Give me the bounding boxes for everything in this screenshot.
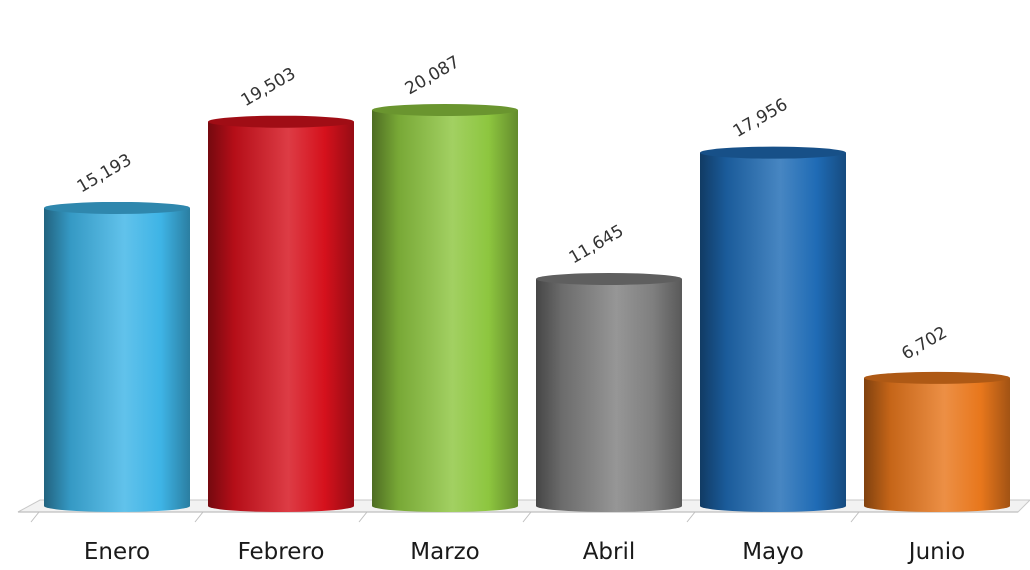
x-tick-label: Mayo (742, 539, 804, 565)
value-label: 19,503 (238, 64, 300, 111)
x-tick-label: Enero (84, 539, 150, 565)
bar-body (700, 152, 846, 512)
x-axis-tick (358, 511, 368, 523)
x-tick-label: Febrero (238, 539, 325, 565)
x-axis-tick (686, 511, 696, 523)
x-axis-tick (850, 511, 860, 523)
value-label: 17,956 (730, 95, 792, 142)
bar-top (536, 272, 682, 285)
value-label: 11,645 (566, 221, 628, 268)
x-axis-tick (30, 511, 40, 523)
bar-junio (864, 371, 1010, 512)
x-tick-label: Abril (583, 539, 636, 565)
bar-top (864, 371, 1010, 384)
bar-body (44, 207, 190, 512)
bar-febrero (208, 115, 354, 512)
bar-body (536, 278, 682, 512)
bars-group (44, 104, 1010, 512)
bar-mayo (700, 146, 846, 512)
bar-top (208, 115, 354, 128)
bar-body (864, 377, 1010, 512)
x-axis-tick (194, 511, 204, 523)
bar-enero (44, 201, 190, 512)
bar-abril (536, 272, 682, 512)
bar-body (372, 110, 518, 512)
value-label: 6,702 (898, 323, 950, 365)
x-axis-tick (522, 511, 532, 523)
x-tick-label: Junio (907, 539, 965, 565)
x-axis-tick-labels: Enero Febrero Marzo Abril Mayo Junio (84, 539, 965, 565)
value-label: 15,193 (74, 150, 136, 197)
x-tick-label: Marzo (410, 539, 480, 565)
bar-top (372, 104, 518, 116)
bar-marzo (372, 104, 518, 512)
value-label: 20,087 (402, 52, 464, 99)
bar-top (44, 201, 190, 214)
bar-body (208, 121, 354, 512)
bar-top (700, 146, 846, 159)
